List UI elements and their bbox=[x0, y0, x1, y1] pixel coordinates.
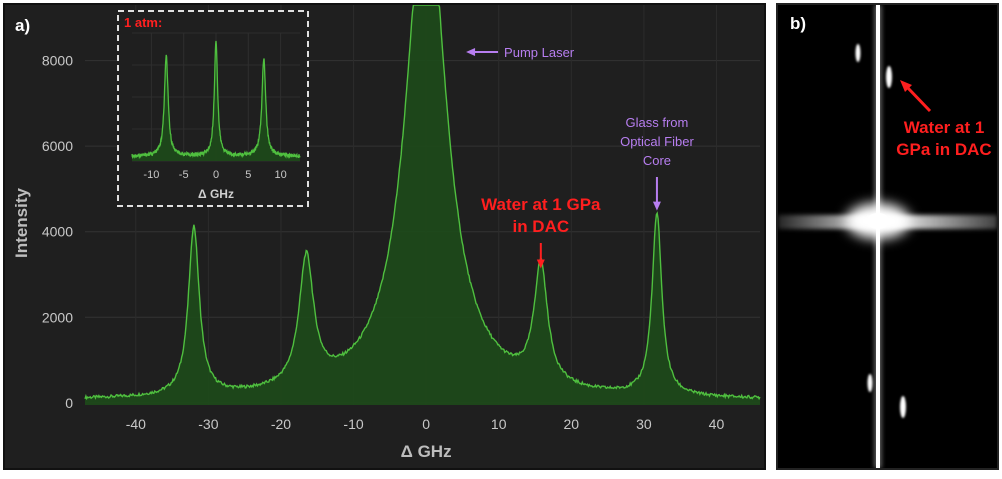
x-tick-label: 20 bbox=[564, 416, 580, 432]
panel-b-annotation-line2: GPa in DAC bbox=[896, 140, 991, 159]
camera-image: Water at 1 GPa in DAC b) bbox=[778, 5, 997, 468]
glass-label-line3: Core bbox=[643, 153, 671, 168]
x-axis-label: Δ GHz bbox=[401, 442, 452, 461]
water-signal-spot bbox=[886, 66, 892, 88]
water-arrow-head bbox=[536, 259, 545, 269]
panel-a: 0 2000 4000 6000 8000 -40 -30 -20 -10 0 10 20 30 40 Δ … bbox=[3, 3, 766, 470]
inset-title: 1 atm: bbox=[124, 15, 162, 30]
inset-x-tick-label: -5 bbox=[179, 169, 189, 181]
pump-laser-label: Pump Laser bbox=[504, 45, 575, 60]
glass-arrow-head bbox=[652, 201, 661, 211]
inset-x-tick-label: 0 bbox=[213, 169, 219, 181]
panel-b-annotation-line1: Water at 1 bbox=[904, 118, 985, 137]
inset-x-tick-label: 10 bbox=[274, 169, 286, 181]
spectrum-chart: 0 2000 4000 6000 8000 -40 -30 -20 -10 0 10 20 30 40 Δ … bbox=[12, 4, 761, 461]
y-tick-label: 4000 bbox=[42, 224, 73, 240]
inset-chart: -10 -5 0 5 10 Δ GHz 1 atm: bbox=[117, 10, 309, 207]
inset-spectrum-area bbox=[132, 40, 300, 161]
inset-x-axis-label: Δ GHz bbox=[198, 187, 234, 201]
spectrum-line bbox=[84, 4, 761, 401]
x-tick-label: -40 bbox=[126, 416, 146, 432]
y-tick-label: 6000 bbox=[42, 138, 73, 154]
y-tick-label: 8000 bbox=[42, 53, 73, 69]
inset-x-tick-label: 5 bbox=[245, 169, 251, 181]
panel-b-label: b) bbox=[790, 14, 806, 33]
y-tick-label: 0 bbox=[65, 395, 73, 411]
x-tick-label: -30 bbox=[198, 416, 218, 432]
spot-lower-left bbox=[867, 374, 873, 392]
spot-lower-right bbox=[900, 396, 906, 418]
x-tick-label: -10 bbox=[343, 416, 363, 432]
inset-x-tick-label: -10 bbox=[143, 169, 159, 181]
central-spot bbox=[866, 213, 890, 229]
x-tick-label: -20 bbox=[271, 416, 291, 432]
water-arrow-head bbox=[900, 80, 912, 92]
spectrum-area bbox=[85, 5, 760, 405]
water-arrow-line bbox=[905, 85, 932, 113]
pump-laser-arrow-head bbox=[466, 48, 476, 57]
y-axis-label: Intensity bbox=[12, 188, 31, 258]
inset-spectrum-line bbox=[131, 40, 301, 160]
water-label-line2: in DAC bbox=[512, 217, 569, 236]
water-label-line1: Water at 1 GPa bbox=[481, 195, 601, 214]
x-tick-label: 0 bbox=[422, 416, 430, 432]
y-tick-label: 2000 bbox=[42, 309, 73, 325]
x-tick-label: 40 bbox=[709, 416, 725, 432]
x-tick-label: 10 bbox=[491, 416, 507, 432]
panel-b: Water at 1 GPa in DAC b) bbox=[776, 3, 999, 470]
panel-a-label: a) bbox=[15, 16, 30, 35]
glass-label-line2: Optical Fiber bbox=[620, 134, 694, 149]
x-tick-label: 30 bbox=[636, 416, 652, 432]
glass-label-line1: Glass from bbox=[626, 115, 689, 130]
spot-upper-left bbox=[855, 44, 861, 62]
